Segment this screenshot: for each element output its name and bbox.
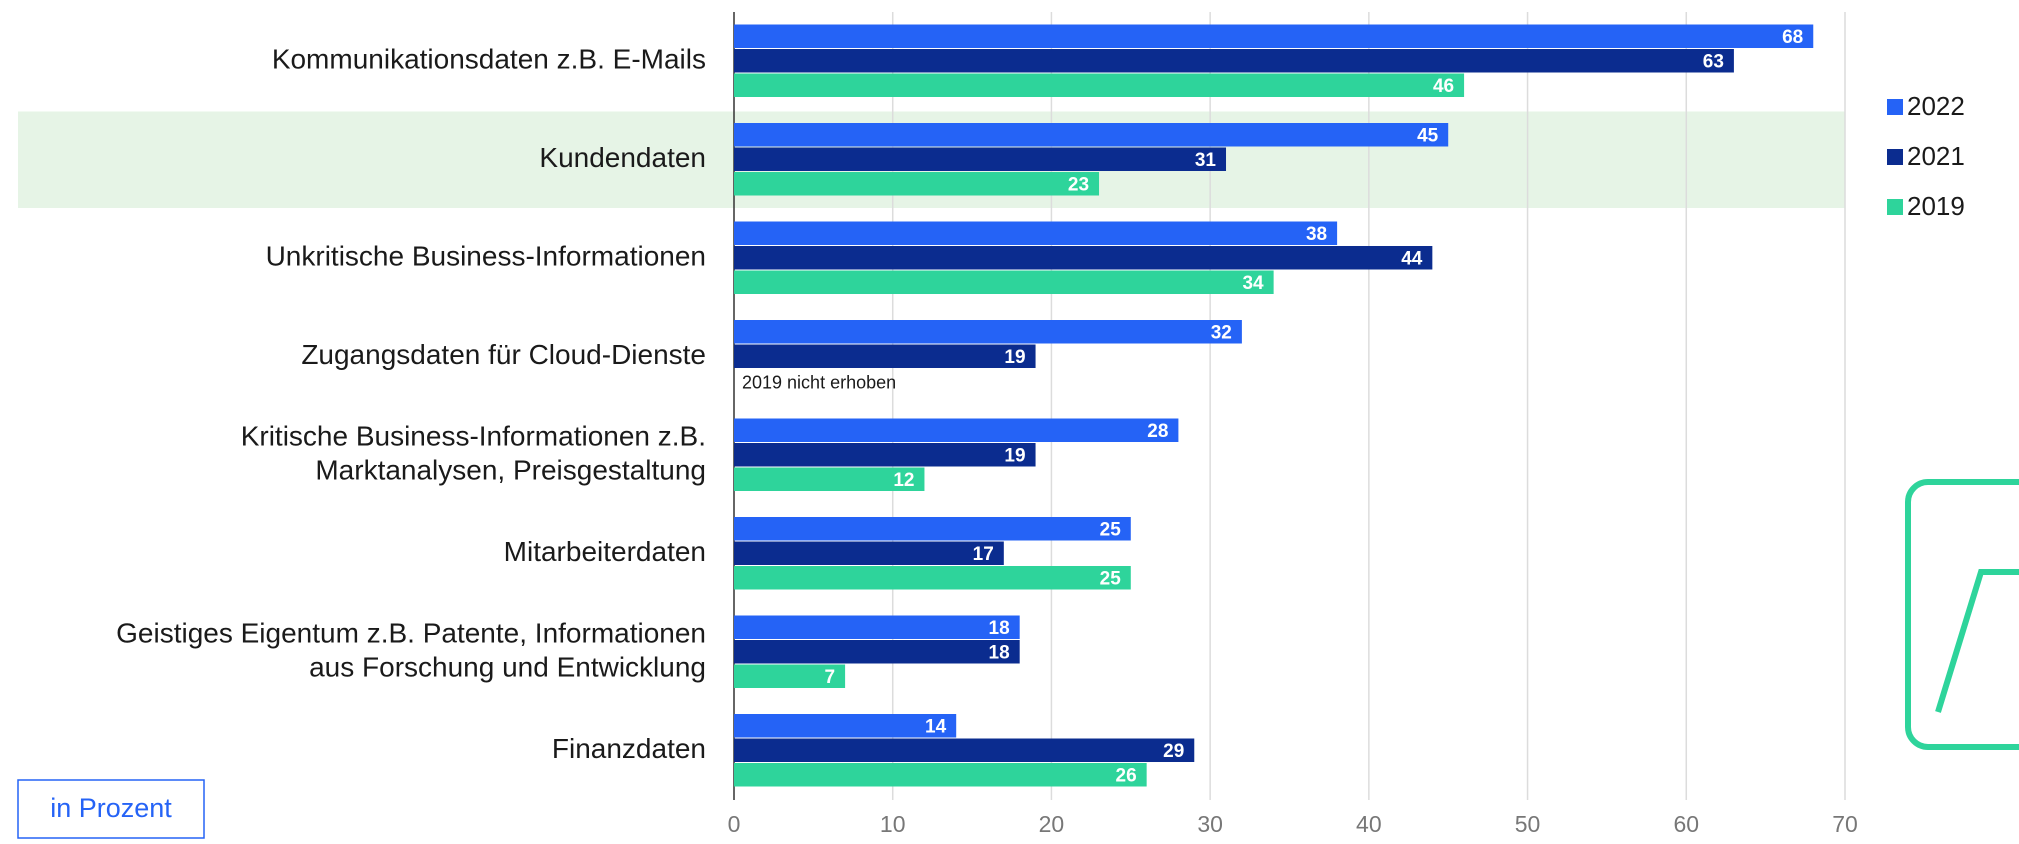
bar — [734, 320, 1242, 344]
value-label: 45 — [1417, 125, 1439, 146]
value-label: 25 — [1100, 519, 1122, 540]
x-tick-label: 30 — [1197, 811, 1223, 837]
value-label: 14 — [925, 716, 947, 737]
legend-label: 2019 — [1907, 191, 1965, 221]
legend-label: 2022 — [1907, 91, 1965, 121]
x-tick-label: 10 — [880, 811, 906, 837]
category-label: Geistiges Eigentum z.B. Patente, Informa… — [116, 618, 706, 683]
value-label: 28 — [1147, 421, 1168, 442]
value-label: 23 — [1068, 174, 1089, 195]
value-label: 34 — [1242, 273, 1264, 294]
bar — [734, 147, 1227, 171]
decor-icon — [1905, 479, 2019, 750]
value-label: 18 — [989, 642, 1010, 663]
value-label: 26 — [1116, 765, 1137, 786]
value-label: 18 — [989, 618, 1010, 639]
bar — [734, 467, 925, 491]
category-label: Kritische Business-Informationen z.B. Mar… — [241, 421, 706, 486]
annotation: 2019 nicht erhoben — [742, 372, 896, 392]
value-label: 7 — [825, 667, 836, 688]
bar — [734, 763, 1147, 787]
value-label: 29 — [1163, 741, 1184, 762]
bar — [734, 443, 1036, 467]
category-label: Finanzdaten — [552, 733, 706, 764]
category-label: Kommunikationsdaten z.B. E-Mails — [272, 44, 706, 75]
bar — [734, 664, 846, 688]
bar — [734, 24, 1814, 48]
legend-swatch — [1887, 99, 1903, 115]
category-label: Mitarbeiterdaten — [504, 536, 706, 567]
bar — [734, 566, 1131, 590]
bar — [734, 221, 1338, 245]
bar — [734, 615, 1020, 639]
x-tick-label: 20 — [1039, 811, 1065, 837]
legend-swatch — [1887, 149, 1903, 165]
unit-box — [17, 779, 205, 839]
bar — [734, 517, 1131, 541]
x-tick-label: 60 — [1673, 811, 1699, 837]
value-label: 19 — [1004, 445, 1025, 466]
category-label: Unkritische Business-Informationen — [266, 241, 706, 272]
bar — [734, 123, 1449, 147]
value-label: 46 — [1433, 76, 1454, 97]
value-label: 25 — [1100, 568, 1122, 589]
category-label: Zugangsdaten für Cloud-Dienste — [301, 339, 706, 370]
bar — [734, 541, 1004, 565]
bar — [734, 418, 1179, 442]
bar — [734, 246, 1433, 270]
bar — [734, 73, 1465, 97]
bar — [734, 738, 1195, 762]
bar — [734, 344, 1036, 368]
category-label: Kundendaten — [539, 142, 706, 173]
value-label: 31 — [1195, 150, 1217, 171]
legend-swatch — [1887, 199, 1903, 215]
value-label: 32 — [1211, 322, 1232, 343]
x-tick-label: 50 — [1515, 811, 1541, 837]
bar — [734, 270, 1274, 294]
legend-label: 2021 — [1907, 141, 1965, 171]
value-label: 12 — [893, 470, 914, 491]
value-label: 19 — [1004, 347, 1025, 368]
bar — [734, 714, 957, 738]
value-label: 68 — [1782, 27, 1803, 48]
x-tick-label: 0 — [728, 811, 741, 837]
decor-icon-line — [1935, 569, 2019, 713]
bar — [734, 640, 1020, 664]
bar — [734, 172, 1100, 196]
bar — [734, 49, 1734, 73]
value-label: 17 — [973, 544, 994, 565]
x-tick-label: 70 — [1832, 811, 1858, 837]
x-tick-label: 40 — [1356, 811, 1382, 837]
value-label: 38 — [1306, 224, 1327, 245]
unit-label: in Prozent — [50, 793, 172, 823]
value-label: 44 — [1401, 248, 1423, 269]
value-label: 63 — [1703, 51, 1724, 72]
